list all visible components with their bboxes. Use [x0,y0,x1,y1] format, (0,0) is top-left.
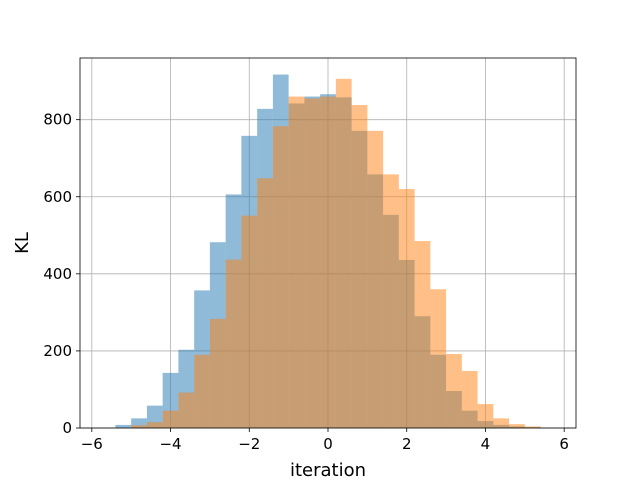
histogram-bar [446,354,462,428]
y-tick-label: 800 [43,111,72,129]
histogram-bar [524,426,541,428]
x-tick-label: 6 [559,435,569,453]
y-tick-label: 200 [43,342,72,360]
y-tick-label: 0 [62,419,72,437]
y-tick-label: 600 [43,188,72,206]
histogram-bar [146,422,163,428]
histogram-bar [477,404,494,428]
histogram-bar [162,410,179,428]
x-tick-label: 0 [323,435,333,453]
histogram-bar [351,105,368,428]
y-axis-label: KL [12,232,33,254]
x-tick-label: 4 [481,435,491,453]
histogram-bar [461,370,478,428]
x-tick-label: −6 [81,435,103,453]
histogram-bar [430,289,447,428]
histogram-bar [509,424,525,428]
histogram-bar [131,418,147,428]
ticks: −6 −4 −2 0 2 4 6 0 200 400 600 800 [43,111,569,453]
histogram-bar [398,189,415,428]
histogram-bar [131,425,147,428]
histogram-bar [257,178,273,428]
histogram-bar [335,78,352,428]
histogram-bar [115,424,132,428]
histogram-bar [320,96,336,429]
histogram-bar [272,126,289,428]
x-axis-label: iteration [290,460,366,480]
histogram-bar [304,98,321,428]
x-tick-label: −2 [238,435,260,453]
bars [115,74,541,429]
y-tick-label: 400 [43,265,72,283]
histogram-bar [194,354,210,428]
histogram-bar [367,130,384,428]
histogram-bar [383,174,399,428]
x-tick-label: 2 [402,435,412,453]
histogram-bar [178,392,195,428]
histogram-bar [209,318,226,428]
histogram-bar [288,96,305,429]
histogram-bar [241,215,258,428]
series-2 [131,78,541,429]
histogram-bar [225,259,242,428]
x-tick-label: −4 [159,435,181,453]
histogram-bar [414,241,431,428]
histogram-bar [493,418,510,428]
